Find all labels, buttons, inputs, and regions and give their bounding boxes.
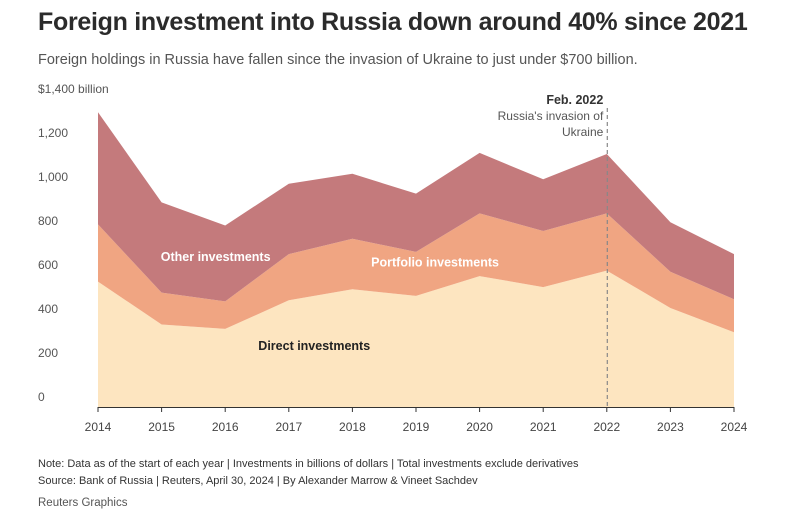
y-tick-label: 1,000 [38,170,68,184]
y-axis: $1,400 billion 1,200 1,000 800 600 400 200 0 [38,82,109,404]
annotation-text: Russia's invasion of [498,109,604,123]
credit-line: Reuters Graphics [38,497,128,509]
x-tick-label: 2023 [657,420,684,434]
y-tick-label: 1,200 [38,126,68,140]
area-portfolio-investments [98,213,734,333]
x-tick-label: 2020 [466,420,493,434]
chart-source: Source: Bank of Russia | Reuters, April … [38,475,478,487]
area-layers [98,112,734,407]
annotation-title: Feb. 2022 [546,93,603,107]
x-tick-label: 2018 [339,420,366,434]
y-tick-label: 800 [38,214,58,228]
annotation-text: Ukraine [562,125,604,139]
x-tick-label: 2017 [275,420,302,434]
chart-title: Foreign investment into Russia down arou… [38,8,748,36]
series-label-direct-investments: Direct investments [258,339,370,353]
x-tick-label: 2024 [721,420,748,434]
y-tick-label: 600 [38,258,58,272]
y-tick-label: 0 [38,390,45,404]
x-tick-label: 2019 [403,420,430,434]
series-label-other-investments: Other investments [161,250,271,264]
x-tick-label: 2015 [148,420,175,434]
y-tick-label: $1,400 billion [38,82,109,96]
chart-note: Note: Data as of the start of each year … [38,458,579,470]
y-tick-label: 200 [38,346,58,360]
series-label-portfolio-investments: Portfolio investments [371,256,499,270]
chart-subtitle: Foreign holdings in Russia have fallen s… [38,52,638,68]
x-tick-label: 2021 [530,420,557,434]
x-tick-label: 2014 [85,420,112,434]
area-other-investments [98,112,734,302]
series-labels: Direct investments Portfolio investments O… [161,250,499,353]
y-tick-label: 400 [38,302,58,316]
x-tick-label: 2016 [212,420,239,434]
x-axis: 2014 2015 2016 2017 2018 2019 2020 2021 2022 2023… [85,407,748,434]
x-tick-label: 2022 [593,420,620,434]
area-direct-investments [98,270,734,407]
invasion-annotation: Feb. 2022 Russia's invasion of Ukraine [498,93,608,407]
